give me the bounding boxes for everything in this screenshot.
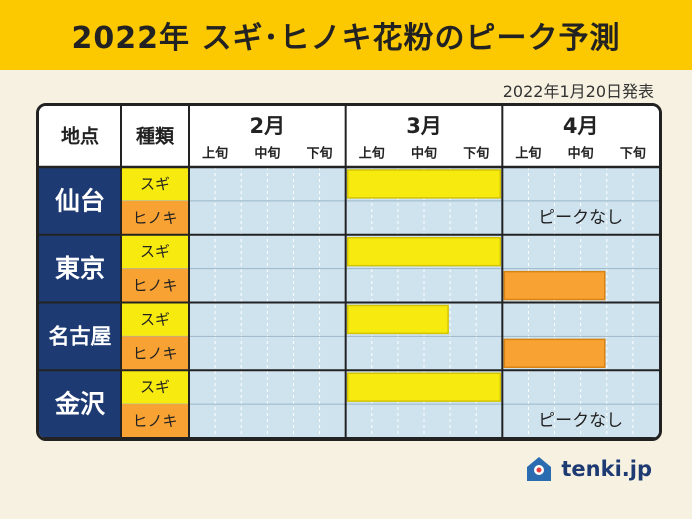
period-label: 下旬 <box>620 146 646 162</box>
house-weather-icon <box>527 457 552 481</box>
type-label: スギ <box>140 378 170 396</box>
location-header: 地点 <box>61 125 99 148</box>
type-label: ヒノキ <box>132 344 177 362</box>
type-cell <box>121 336 189 371</box>
period-label: 下旬 <box>463 146 489 162</box>
period-label: 上旬 <box>202 146 228 162</box>
type-cell <box>121 404 189 438</box>
sugi-peak-bar <box>346 304 449 335</box>
city-cell <box>39 234 121 303</box>
type-cell <box>121 200 189 235</box>
no-peak-label: ピークなし <box>538 411 623 431</box>
month-label: 2月 <box>250 114 286 138</box>
type-header: 種類 <box>136 126 175 148</box>
type-cell <box>121 302 189 337</box>
title-bar: 2022年 スギ･ヒノキ花粉のピーク予測 <box>0 0 692 70</box>
sugi-peak-bar <box>346 169 502 199</box>
type-label: スギ <box>140 243 170 261</box>
type-label: ヒノキ <box>132 277 177 295</box>
period-label: 中旬 <box>568 146 594 162</box>
hinoki-peak-bar <box>503 270 606 301</box>
period-label: 下旬 <box>307 146 333 162</box>
sugi-peak-bar <box>346 237 502 267</box>
publish-date: 2022年1月20日発表 <box>502 82 654 101</box>
period-label: 上旬 <box>359 146 385 162</box>
type-label: スギ <box>140 175 170 193</box>
pollen-table: 地点 種類 2月 上旬 中旬 下旬 3月 上旬 中旬 下旬 4月 上旬 中旬 下旬 仙台 スギ ヒノキ ピークなし… <box>36 103 662 441</box>
city-name: 名古屋 <box>49 324 112 348</box>
city-cell <box>39 167 121 235</box>
sugi-peak-bar <box>346 372 502 402</box>
type-label: ヒノキ <box>132 209 177 227</box>
month-label: 4月 <box>563 114 599 138</box>
type-cell <box>121 370 189 405</box>
city-name: 東京 <box>55 254 105 283</box>
type-cell <box>121 234 189 269</box>
city-name: 金沢 <box>54 390 106 419</box>
city-cell <box>39 302 121 371</box>
brand-name: tenki.jp <box>561 457 652 481</box>
period-label: 上旬 <box>515 146 541 162</box>
period-label: 中旬 <box>254 146 280 162</box>
city-cell <box>39 370 121 438</box>
hinoki-peak-bar <box>503 338 606 368</box>
city-name: 仙台 <box>55 186 105 215</box>
month-label: 3月 <box>406 114 442 138</box>
chart-title: 2022年 スギ･ヒノキ花粉のピーク予測 <box>71 21 621 56</box>
type-cell <box>121 268 189 303</box>
type-label: スギ <box>140 310 170 328</box>
period-label: 中旬 <box>411 146 437 162</box>
header-row <box>39 106 659 167</box>
brand-logo[interactable]: tenki.jp <box>525 455 652 483</box>
type-cell <box>121 167 189 201</box>
type-label: ヒノキ <box>132 412 177 430</box>
no-peak-label: ピークなし <box>538 208 623 228</box>
